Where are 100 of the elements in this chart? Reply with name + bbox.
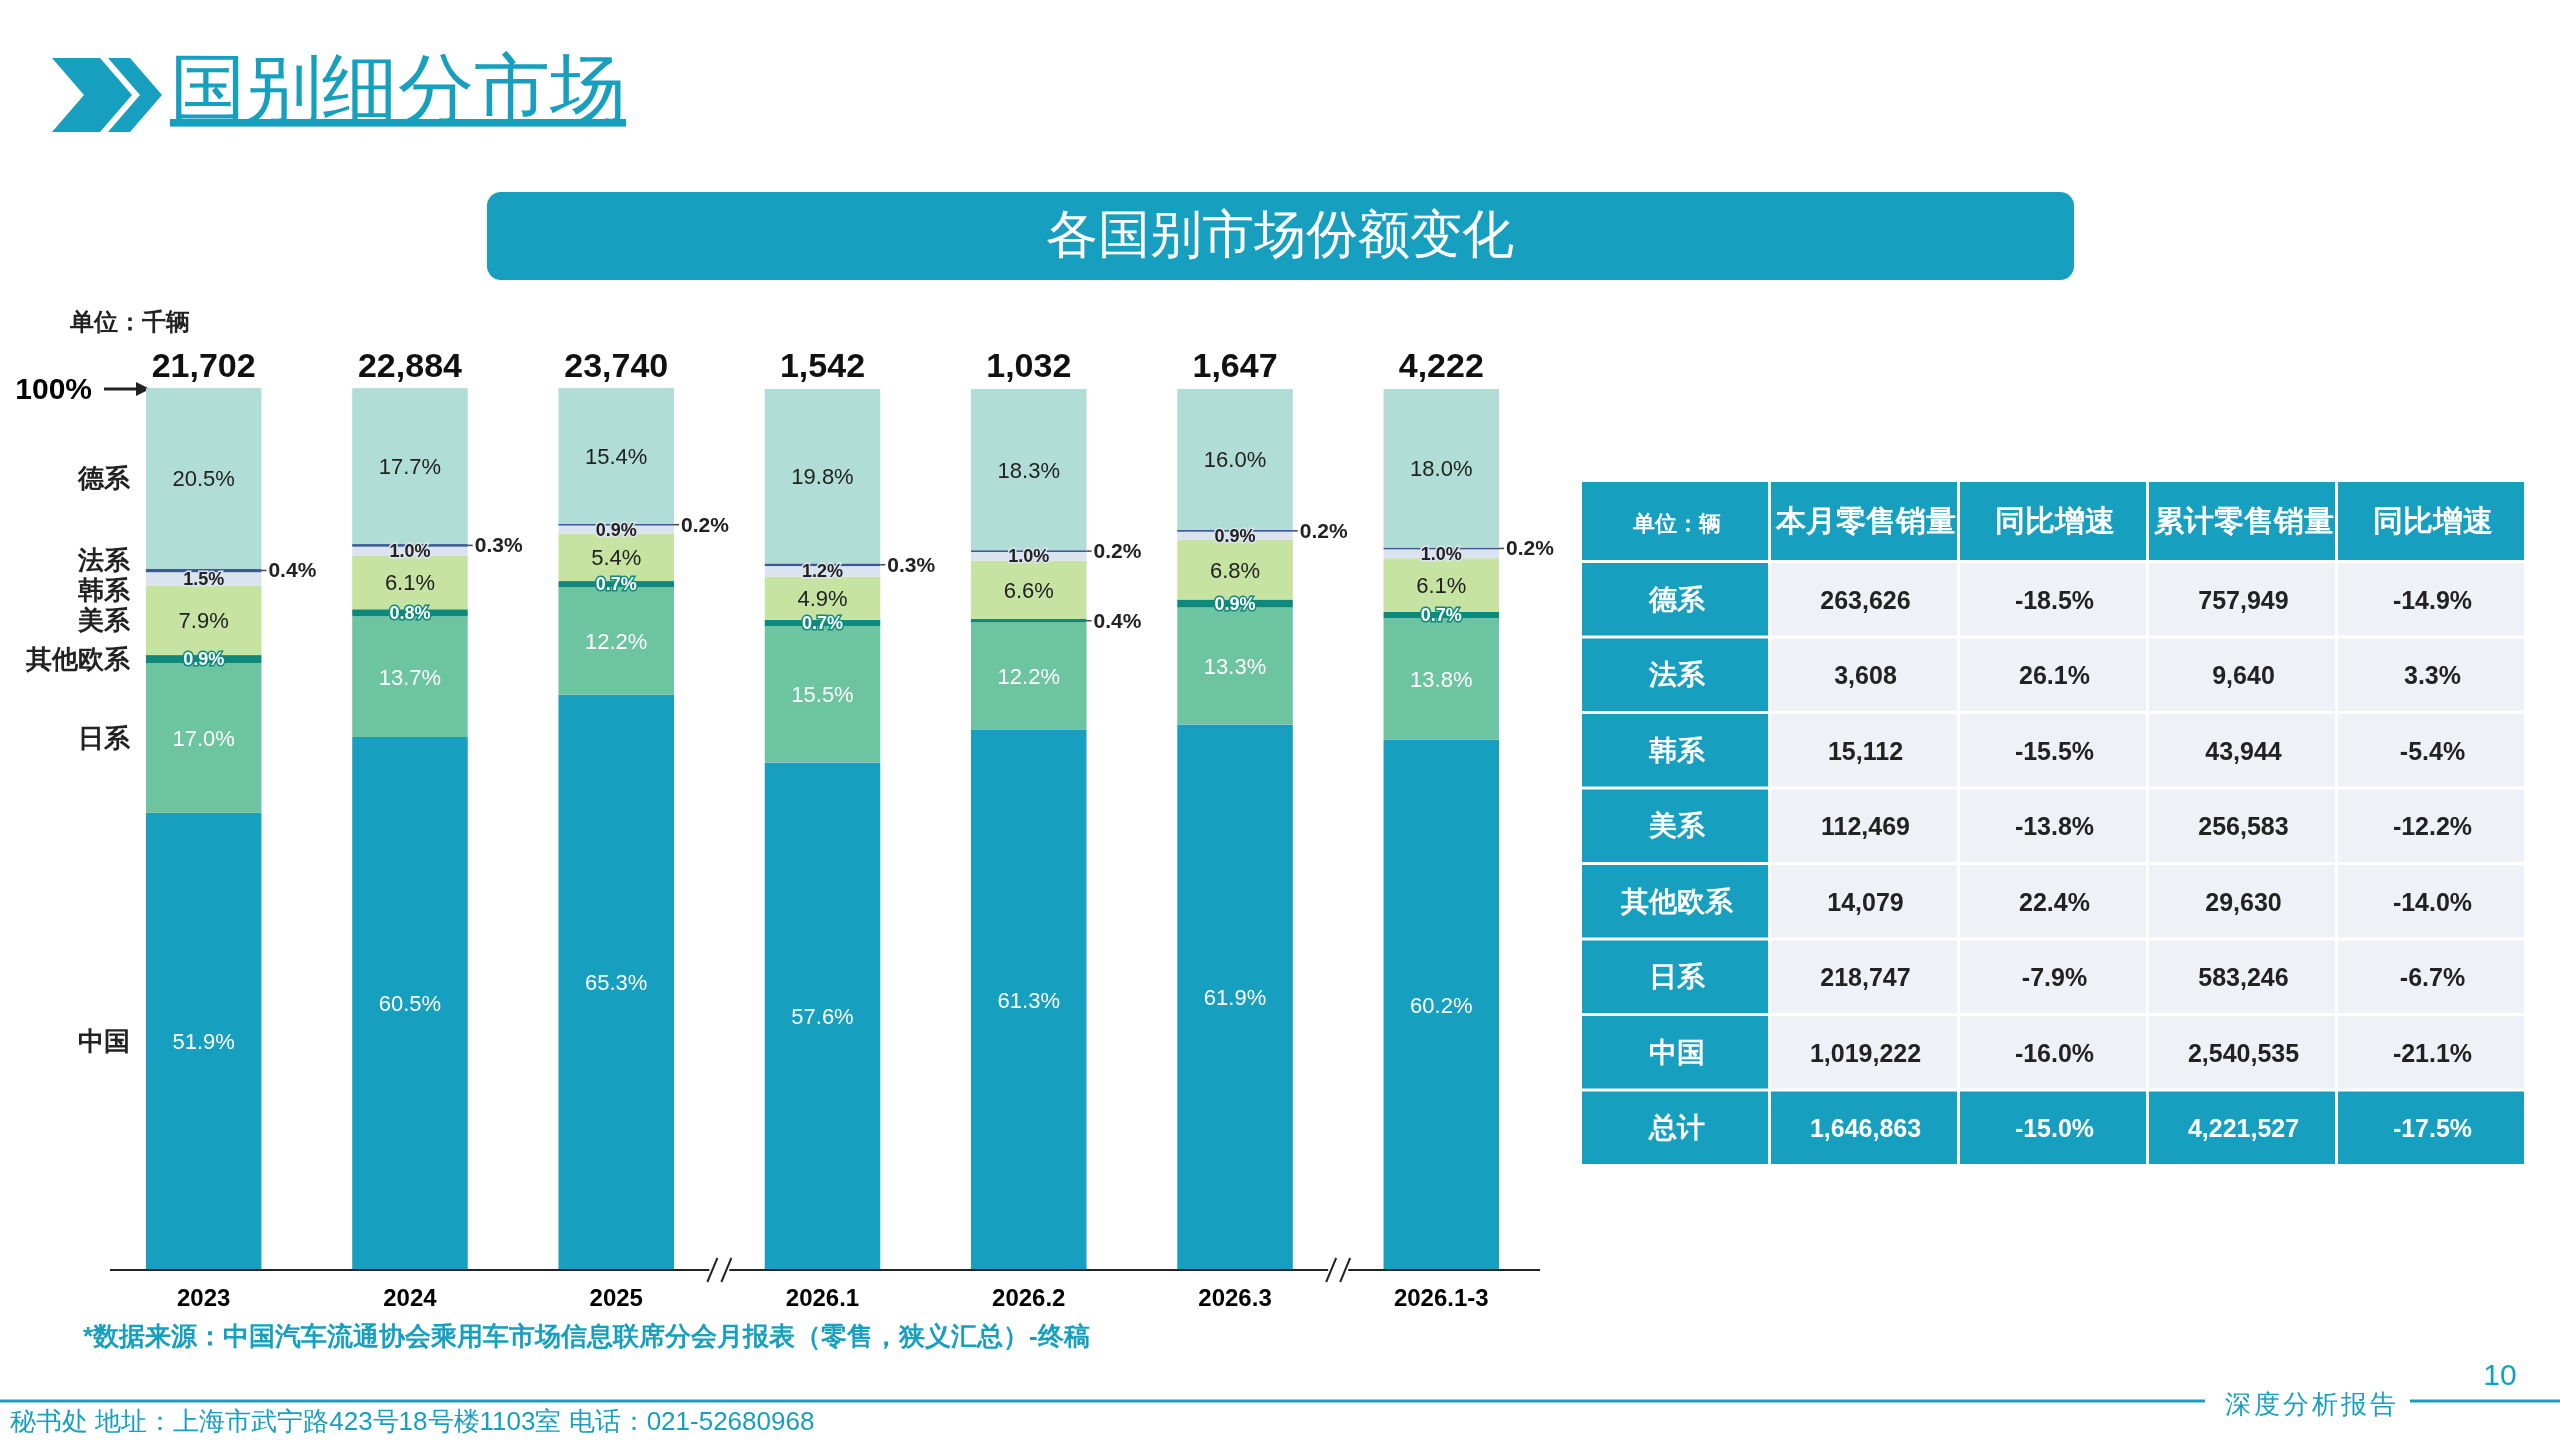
category-label: 总计 xyxy=(1648,1112,1705,1144)
category-label: 德系 xyxy=(1648,583,1705,615)
data-label: 0.9% xyxy=(1214,525,1256,546)
data-label: 61.3% xyxy=(997,987,1060,1013)
series-label: 日系 xyxy=(77,722,131,753)
annotation: 4,222 xyxy=(1398,346,1484,384)
text: -21.1% xyxy=(2392,1038,2473,1067)
data-label: 5.4% xyxy=(591,545,642,571)
x-tick-label: 2023 xyxy=(177,1284,231,1311)
text: 263,626 xyxy=(1820,585,1911,614)
text: -13.8% xyxy=(2014,812,2095,841)
category-label: 单位：辆 xyxy=(1631,511,1721,536)
text: 秘书处 地址：上海市武宁路423号18号楼1103室 电话：021-52680968 xyxy=(10,1406,815,1436)
text: -12.2% xyxy=(2392,812,2473,841)
text: 深度分析报告 xyxy=(2225,1389,2399,1419)
data-label: 60.5% xyxy=(378,991,442,1017)
x-tick-label: 2024 xyxy=(383,1284,438,1311)
series-label: 韩系 xyxy=(76,574,131,605)
x-tick-label: 2026.1-3 xyxy=(1393,1284,1489,1311)
text: 10 xyxy=(2483,1358,2517,1391)
series-label: 美系 xyxy=(76,605,131,636)
text: 3,608 xyxy=(1834,661,1897,690)
annotation: 23,740 xyxy=(564,346,669,384)
text: 256,583 xyxy=(2198,812,2289,841)
data-label: 13.7% xyxy=(378,664,442,690)
data-label: 15.5% xyxy=(791,682,854,708)
chart-subtitle: 各国别市场份额变化 xyxy=(1046,205,1514,263)
text: -15.5% xyxy=(2014,736,2095,765)
bar xyxy=(352,737,468,1270)
category-label: 累计零售销量 xyxy=(2152,504,2334,537)
category-label: 日系 xyxy=(1648,961,1705,993)
text: 26.1% xyxy=(2019,661,2090,690)
bar xyxy=(1383,739,1500,1270)
bar xyxy=(558,388,674,524)
data-label: 18.0% xyxy=(1410,456,1473,482)
x-tick-label: 2025 xyxy=(589,1284,643,1311)
data-label: 13.8% xyxy=(1410,666,1473,692)
text: -15.0% xyxy=(2014,1114,2095,1143)
category-label: 同比增速 xyxy=(1994,504,2115,537)
text: 583,246 xyxy=(2198,963,2289,992)
data-label: 60.2% xyxy=(1410,992,1473,1018)
data-label: 65.3% xyxy=(585,970,648,996)
text: 22.4% xyxy=(2019,887,2090,916)
data-label: 6.1% xyxy=(1416,573,1467,599)
text: -14.9% xyxy=(2392,585,2473,614)
bar xyxy=(971,729,1087,1270)
text: 757,949 xyxy=(2198,585,2289,614)
data-label: 17.7% xyxy=(378,454,442,480)
text: 112,469 xyxy=(1821,812,1910,841)
data-label: 12.2% xyxy=(585,628,648,654)
data-label: 0.2% xyxy=(680,512,730,536)
data-label: 20.5% xyxy=(172,466,235,492)
bar xyxy=(558,694,674,1270)
text: -16.0% xyxy=(2014,1038,2095,1067)
series-label: 德系 xyxy=(76,463,131,494)
text: 9,640 xyxy=(2212,661,2275,690)
data-label: 13.3% xyxy=(1203,654,1267,680)
bar xyxy=(1383,389,1500,548)
text: -6.7% xyxy=(2399,963,2466,992)
data-label: 0.9% xyxy=(183,649,225,670)
data-label: 1.0% xyxy=(1420,543,1462,564)
text: 14,079 xyxy=(1827,887,1904,916)
text: 单位：千辆 xyxy=(69,308,190,335)
category-label: 法系 xyxy=(1648,659,1705,691)
data-label: 6.8% xyxy=(1209,557,1261,583)
category-label: 其他欧系 xyxy=(1620,885,1733,917)
text: 1,646,863 xyxy=(1809,1114,1922,1143)
annotation: 1,542 xyxy=(779,346,866,384)
text: -7.9% xyxy=(2021,963,2088,992)
text: 3.3% xyxy=(2404,661,2461,690)
data-label: 6.1% xyxy=(384,570,436,596)
data-label: 57.6% xyxy=(791,1004,854,1030)
series-label: 法系 xyxy=(76,544,131,575)
text: -14.0% xyxy=(2392,887,2473,916)
text: -5.4% xyxy=(2399,736,2466,765)
bar xyxy=(1177,724,1293,1270)
text: -17.5% xyxy=(2392,1114,2473,1143)
bar xyxy=(764,762,881,1270)
text: 15,112 xyxy=(1827,736,1904,765)
bar xyxy=(764,389,881,564)
category-label: 中国 xyxy=(1648,1036,1705,1068)
data-label: 1.2% xyxy=(801,561,844,582)
text: 2,540,535 xyxy=(2187,1038,2300,1067)
category-label: 同比增速 xyxy=(2372,504,2493,537)
data-label: 0.4% xyxy=(1093,608,1142,632)
data-label: 19.8% xyxy=(791,464,854,490)
data-label: 7.9% xyxy=(178,608,229,634)
data-label: 1.0% xyxy=(1008,546,1050,567)
data-label: 0.4% xyxy=(268,558,317,582)
data-label: 0.9% xyxy=(595,519,637,540)
x-tick-label: 2026.3 xyxy=(1198,1284,1272,1311)
text: 4,221,527 xyxy=(2187,1114,2300,1143)
data-label: 0.2% xyxy=(1093,539,1142,563)
text: -18.5% xyxy=(2014,585,2095,614)
bar xyxy=(145,388,262,569)
data-label: 15.4% xyxy=(585,443,648,469)
category-label: 韩系 xyxy=(1648,734,1705,766)
text: 43,944 xyxy=(2205,736,2282,765)
chart-title: 国别细分市场 xyxy=(170,46,626,131)
data-label: 17.0% xyxy=(172,725,235,751)
